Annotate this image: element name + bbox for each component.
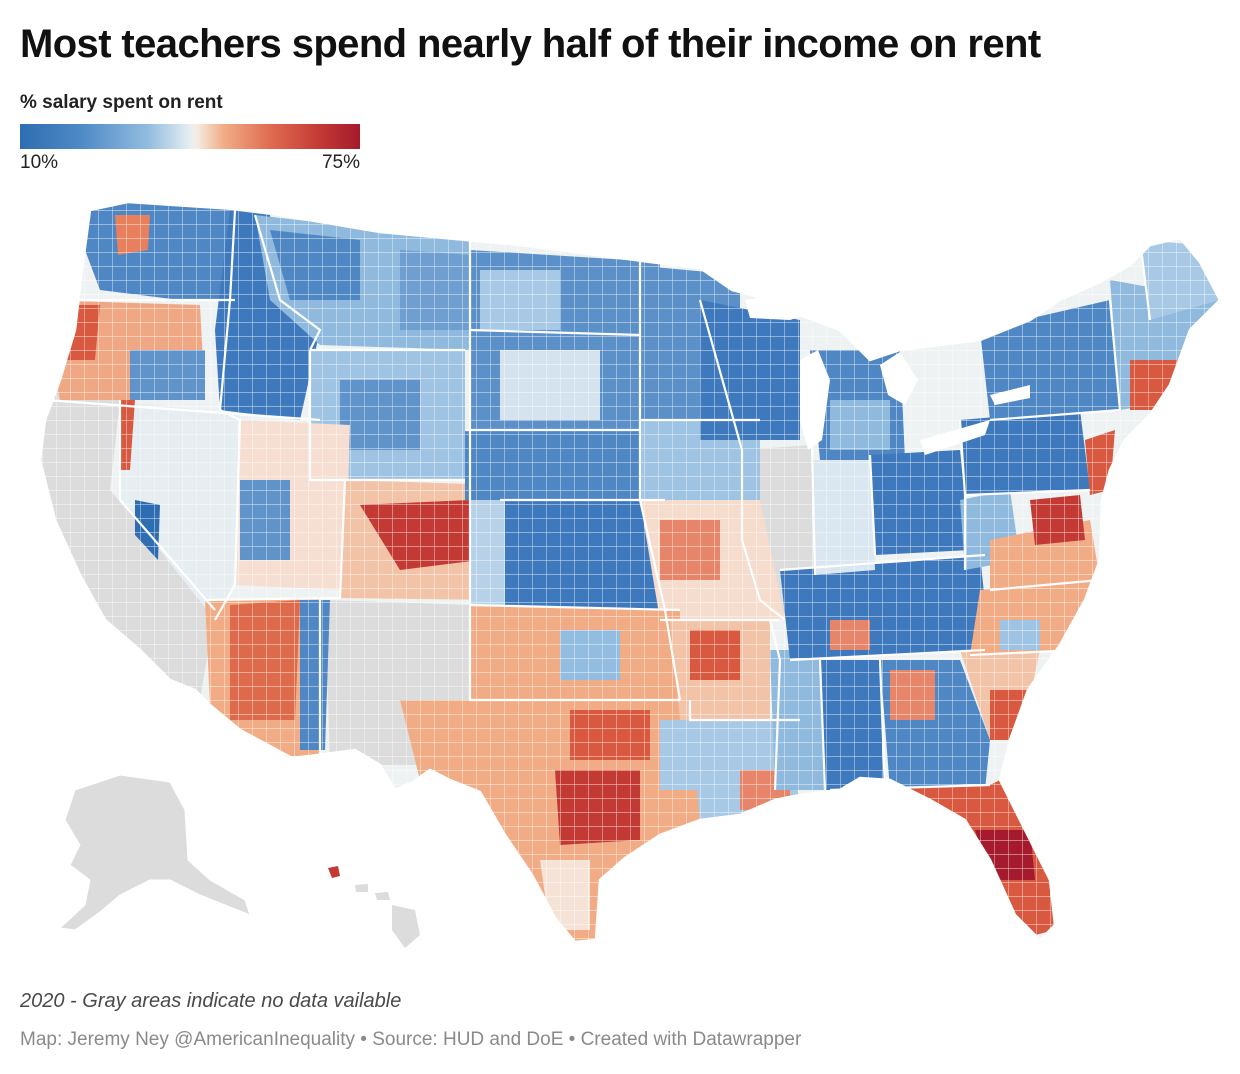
great-lakes <box>745 290 1030 455</box>
legend-min-label: 10% <box>20 152 59 173</box>
footer-note: 2020 - Gray areas indicate no data vaila… <box>20 990 402 1012</box>
legend-labels: 10% 75% <box>20 152 360 176</box>
legend-gradient-bar <box>20 124 360 149</box>
conus-outline <box>38 200 1222 944</box>
us-county-choropleth-map <box>38 200 1222 948</box>
color-legend: % salary spent on rent 10% 75% <box>20 92 360 176</box>
conus-counties <box>40 202 1220 942</box>
legend-max-label: 75% <box>321 152 360 173</box>
legend-title: % salary spent on rent <box>20 92 223 113</box>
hawaii <box>328 866 420 948</box>
map-title: Most teachers spend nearly half of their… <box>20 22 1041 66</box>
footer-credit: Map: Jeremy Ney @AmericanInequality • So… <box>20 1029 802 1050</box>
florida-panhandle-light <box>840 790 900 810</box>
state-borders <box>40 209 1152 792</box>
alaska-no-data <box>58 774 251 931</box>
